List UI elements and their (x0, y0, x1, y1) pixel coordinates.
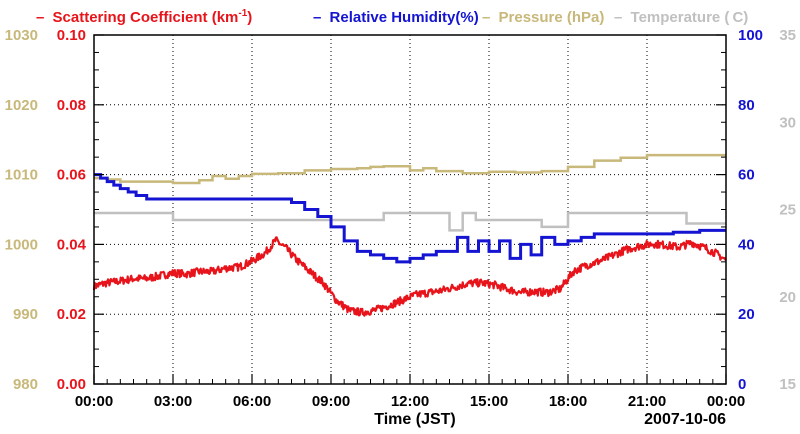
time-axis: 00:00 03:00 06:00 09:00 12:00 15:00 18:00 21:00… (75, 374, 745, 410)
legend-temperature-dash: – (614, 9, 622, 26)
x-axis-title: Time (JST) (374, 411, 456, 428)
time-tick-label: 06:00 (233, 393, 271, 410)
humidity-tick-label: 40 (738, 236, 755, 253)
pressure-tick-label: 1030 (5, 27, 38, 44)
scattering-tick-label: 0.04 (57, 236, 87, 253)
time-tick-label: 15:00 (470, 393, 508, 410)
scattering-tick-label: 0.02 (57, 306, 86, 323)
time-tick-label: 21:00 (628, 393, 666, 410)
date-label: 2007-10-06 (644, 411, 726, 428)
scattering-axis: 0.00 0.02 0.04 0.06 0.08 0.10 (57, 27, 104, 393)
time-tick-label: 00:00 (75, 393, 113, 410)
pressure-tick-label: 1010 (5, 167, 38, 184)
pressure-tick-label: 980 (13, 376, 38, 393)
time-tick-label: 18:00 (549, 393, 587, 410)
legend-pressure-dash: – (482, 9, 490, 26)
humidity-axis: 0 20 40 60 80 100 (716, 27, 763, 393)
time-tick-label: 03:00 (154, 393, 192, 410)
humidity-tick-label: 60 (738, 167, 755, 184)
temperature-tick-label: 25 (779, 202, 796, 219)
temperature-axis: 15 20 25 30 35 (779, 27, 796, 393)
legend-temperature-unit: C) (732, 9, 748, 26)
scattering-tick-label: 0.08 (57, 97, 86, 114)
humidity-tick-label: 0 (738, 376, 746, 393)
time-tick-label: 09:00 (312, 393, 350, 410)
legend-scattering-close: ) (247, 9, 252, 26)
legend-pressure: – Pressure (hPa) (482, 9, 604, 26)
legend-temperature-label: Temperature ( (631, 9, 730, 26)
legend-humidity: – Relative Humidity(%) (313, 9, 479, 26)
time-tick-label: 12:00 (391, 393, 429, 410)
pressure-tick-label: 1020 (5, 97, 38, 114)
humidity-tick-label: 20 (738, 306, 755, 323)
pressure-series-line (94, 153, 726, 185)
legend-scattering-dash: – (36, 9, 44, 26)
legend-scattering-superscript: -1 (238, 8, 247, 19)
legend: – Scattering Coefficient (km-1) – Relati… (36, 8, 748, 26)
pressure-tick-label: 1000 (5, 236, 38, 253)
temperature-tick-label: 30 (779, 114, 796, 131)
scattering-tick-label: 0.06 (57, 167, 86, 184)
legend-scattering-label: Scattering Coefficient (km (53, 9, 239, 26)
legend-scattering: – Scattering Coefficient (km-1) (36, 8, 252, 26)
legend-temperature: – Temperature (C) (614, 9, 748, 26)
humidity-tick-label: 100 (738, 27, 763, 44)
pressure-tick-label: 990 (13, 306, 38, 323)
pressure-axis: 980 990 1000 1010 1020 1030 (5, 27, 38, 393)
temperature-tick-label: 20 (779, 289, 796, 306)
time-tick-label: 00:00 (707, 393, 745, 410)
temperature-series-line (94, 211, 726, 232)
scattering-tick-label: 0.10 (57, 27, 86, 44)
grid (94, 35, 726, 384)
legend-humidity-label: Relative Humidity(%) (330, 9, 479, 26)
legend-humidity-dash: – (313, 9, 321, 26)
scattering-tick-label: 0.00 (57, 376, 86, 393)
series-layer (92, 153, 727, 317)
scattering-series-line (92, 236, 727, 317)
temperature-tick-label: 35 (779, 27, 796, 44)
legend-pressure-label: Pressure (hPa) (499, 9, 605, 26)
humidity-tick-label: 80 (738, 97, 755, 114)
humidity-series-line (94, 173, 726, 264)
temperature-tick-label: 15 (779, 376, 796, 393)
